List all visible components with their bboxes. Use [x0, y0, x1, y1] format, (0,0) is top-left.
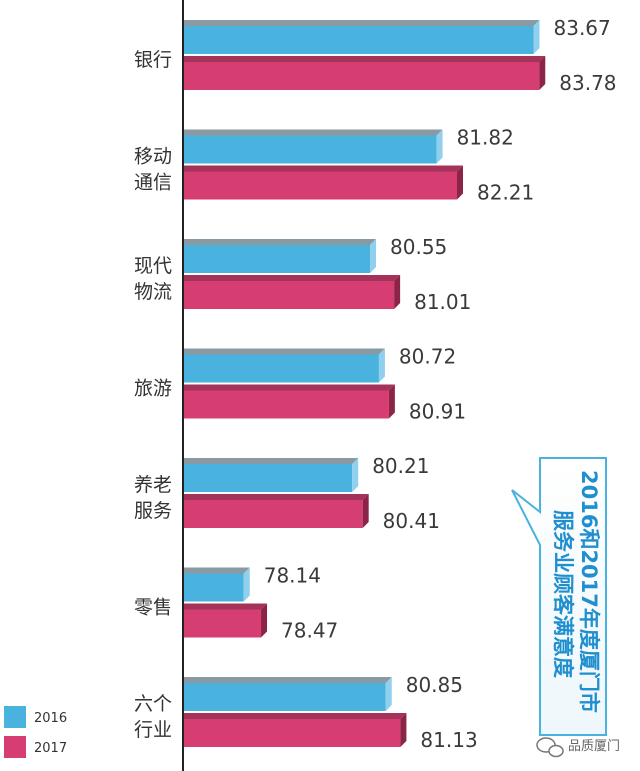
legend-swatch-2017 [4, 736, 26, 758]
bar-side-2016-4 [352, 457, 359, 492]
bar-2016-3 [184, 354, 379, 383]
legend-label-2017: 2017 [34, 741, 67, 756]
bars-layer [184, 19, 546, 747]
value-labels: 83.67 83.78 81.82 82.21 80.55 81.01 80.72 80.91… [264, 16, 617, 752]
bar-side-2016-1 [436, 129, 443, 164]
bar-top-2016-3 [184, 348, 385, 355]
callout-box [511, 457, 607, 736]
bar-2016-5 [184, 573, 244, 602]
bar-2017-3 [184, 390, 389, 419]
bar-side-2016-0 [533, 19, 540, 54]
bar-2017-1 [184, 171, 458, 200]
value-label-2017-2: 81.01 [414, 290, 471, 314]
bar-top-2016-4 [184, 457, 359, 464]
bar-2016-6 [184, 683, 386, 711]
value-label-2016-4: 80.21 [372, 454, 429, 478]
bar-top-2016-0 [184, 19, 540, 26]
bar-side-2017-1 [457, 165, 464, 200]
bar-side-2016-3 [378, 348, 385, 383]
category-label-6-0: 六个 [134, 693, 172, 715]
value-label-2017-5: 78.47 [281, 619, 338, 643]
bar-2016-1 [184, 135, 437, 164]
value-label-2016-1: 81.82 [457, 126, 514, 150]
bar-top-2016-2 [184, 238, 377, 245]
bar-side-2017-3 [388, 384, 395, 419]
value-label-2017-3: 80.91 [409, 400, 466, 424]
bar-2017-4 [184, 500, 363, 528]
category-label-4-1: 服务 [134, 500, 172, 522]
category-label-2-1: 物流 [134, 281, 172, 303]
value-label-2017-6: 81.13 [420, 728, 477, 752]
category-label-4-0: 养老 [134, 474, 172, 496]
bar-top-2017-5 [184, 603, 268, 610]
wechat-icon [536, 737, 564, 758]
bar-2016-4 [184, 464, 353, 492]
category-label-3-0: 旅游 [134, 378, 172, 400]
bar-side-2017-6 [400, 712, 407, 747]
category-label-0-0: 银行 [134, 49, 172, 71]
bar-side-2017-5 [261, 603, 268, 638]
bar-top-2017-3 [184, 384, 395, 391]
value-label-2016-3: 80.72 [399, 345, 456, 369]
title-callout: 2016和2017年度厦门市 服务业顾客满意度 [511, 457, 607, 736]
watermark: 品质厦门 [536, 737, 620, 758]
bar-top-2017-1 [184, 165, 464, 172]
category-label-1-1: 通信 [134, 172, 172, 194]
bar-top-2017-2 [184, 274, 401, 281]
callout-line-2: 服务业顾客满意度 [551, 510, 575, 678]
category-label-1-0: 移动 [134, 146, 172, 168]
bar-side-2017-4 [362, 493, 369, 528]
legend: 2016 2017 [4, 706, 67, 758]
category-label-6-1: 行业 [134, 719, 172, 741]
watermark-text: 品质厦门 [568, 739, 620, 754]
value-label-2016-5: 78.14 [264, 564, 321, 588]
bar-top-2017-4 [184, 493, 369, 500]
bar-2017-2 [184, 281, 395, 309]
bar-top-2017-0 [184, 55, 546, 62]
category-label-5-0: 零售 [134, 597, 172, 619]
value-label-2017-0: 83.78 [559, 71, 616, 95]
bar-side-2016-5 [243, 567, 250, 602]
value-label-2016-2: 80.55 [390, 235, 447, 259]
callout-line-1: 2016和2017年度厦门市 [577, 470, 601, 713]
bar-top-2016-5 [184, 567, 250, 574]
bar-side-2017-0 [539, 55, 546, 90]
bar-2017-5 [184, 609, 262, 638]
bar-side-2016-6 [385, 676, 392, 711]
value-label-2016-6: 80.85 [406, 673, 463, 697]
bar-2017-6 [184, 719, 401, 747]
bar-top-2016-1 [184, 129, 443, 136]
value-label-2017-4: 80.41 [383, 509, 440, 533]
bar-top-2017-6 [184, 712, 407, 719]
legend-swatch-2016 [4, 706, 26, 728]
value-label-2017-1: 82.21 [477, 181, 534, 205]
bar-2017-0 [184, 62, 540, 90]
value-label-2016-0: 83.67 [554, 16, 611, 40]
bar-top-2016-6 [184, 676, 392, 683]
legend-label-2016: 2016 [34, 711, 67, 726]
category-label-2-0: 现代 [134, 255, 172, 277]
bar-2016-2 [184, 245, 371, 273]
bar-side-2017-2 [394, 274, 401, 309]
bar-side-2016-2 [370, 238, 377, 273]
bar-2016-0 [184, 26, 534, 54]
